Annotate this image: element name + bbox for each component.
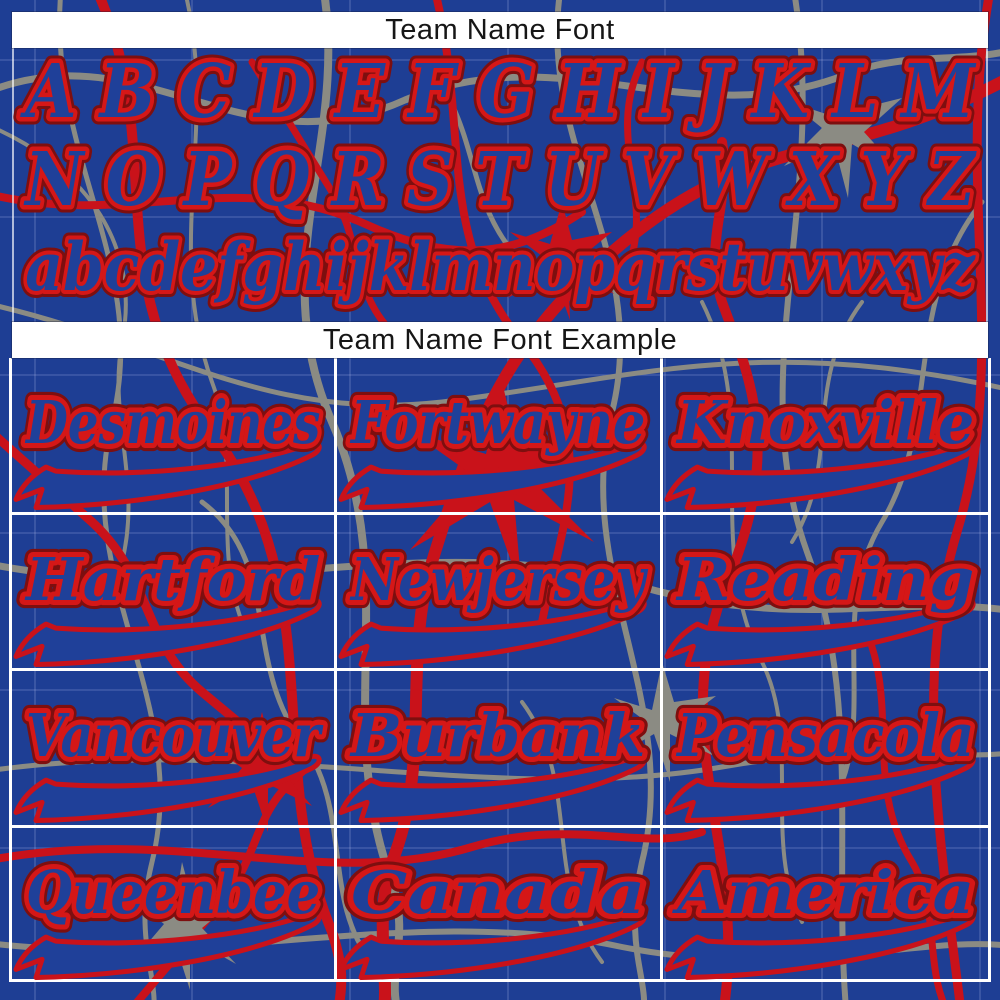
- swoosh-tail: [664, 753, 976, 824]
- team-name-outline: Knoxville: [675, 388, 974, 457]
- swoosh-tail: [338, 597, 648, 667]
- alphabet-row-1-text: A B C D E F G H I J K L M: [20, 47, 977, 134]
- team-name-text: Desmoines: [24, 388, 320, 457]
- team-name-swatch-vancouver: Vancouver Vancouver: [12, 671, 338, 828]
- team-name-swatch-newjersey: Newjersey Newjersey: [337, 514, 663, 672]
- team-name-swatch-burbank: Burbank Burbank: [337, 671, 663, 828]
- alphabet-row-lowercase: abcdefghijklmnopqrstuvwxyz abcdefghijklm…: [18, 220, 984, 312]
- alphabet-row-2-outline: N O P Q R S T U V W X Y Z: [24, 136, 977, 223]
- swoosh-tail: [338, 440, 648, 511]
- alphabet-panel: A B C D E F G H I J K L M A B C D E F G …: [12, 40, 988, 322]
- team-name-text: Reading: [675, 544, 974, 613]
- team-name-swatch-desmoines: Desmoines Desmoines: [12, 358, 338, 515]
- team-name-text: Newjersey: [350, 544, 650, 613]
- team-name-outline: Reading: [675, 544, 974, 613]
- team-name-outline: Vancouver: [26, 701, 324, 770]
- team-name-outline: Fortwayne: [350, 388, 646, 457]
- team-name-font-header-bar: Team Name Font: [12, 12, 988, 48]
- team-name-text: Pensacola: [675, 701, 974, 770]
- team-name-outline: Queenbee: [26, 857, 320, 926]
- swoosh-tail: [338, 910, 648, 980]
- team-name-text: America: [671, 858, 974, 927]
- team-name-outline: Desmoines: [24, 388, 320, 457]
- team-name-swatch-queenbee: Queenbee Queenbee: [12, 827, 338, 982]
- team-name-outline: Pensacola: [675, 701, 974, 770]
- alphabet-row-1-outline: A B C D E F G H I J K L M: [20, 47, 977, 134]
- team-name-outline: Canada: [351, 857, 645, 926]
- team-name-outline: Newjersey: [350, 544, 650, 613]
- swoosh-tail: [13, 910, 322, 980]
- swoosh-tail: [664, 597, 976, 667]
- team-name-text: Knoxville: [675, 388, 974, 457]
- swoosh-tail: [13, 753, 322, 824]
- swoosh-tail: [664, 910, 976, 980]
- example-title: Team Name Font Example: [322, 323, 678, 356]
- team-name-swatch-knoxville: Knoxville Knoxville: [662, 358, 988, 515]
- alphabet-row-uppercase-1: A B C D E F G H I J K L M A B C D E F G …: [12, 40, 984, 142]
- alphabet-row-2-text: N O P Q R S T U V W X Y Z: [24, 136, 977, 223]
- team-name-outline: Burbank: [349, 701, 645, 770]
- swoosh-tail: [664, 440, 976, 511]
- team-name-text: Canada: [351, 857, 645, 926]
- swoosh-tail: [13, 597, 322, 667]
- team-name-swatch-america: America America: [663, 828, 988, 982]
- swoosh-tail: [13, 440, 322, 511]
- team-name-font-title: Team Name Font: [385, 13, 615, 46]
- team-name-swatch-canada: Canada Canada: [337, 827, 663, 982]
- team-name-text: Burbank: [349, 701, 645, 770]
- example-grid: Desmoines Desmoines Fortwayne Fortwayne …: [9, 358, 991, 982]
- team-name-text: Queenbee: [26, 857, 320, 926]
- team-name-text: Fortwayne: [350, 388, 646, 457]
- team-name-outline: America: [671, 858, 974, 927]
- alphabet-row-3-outline: abcdefghijklmnopqrstuvwxyz: [25, 227, 976, 305]
- team-name-swatch-pensacola: Pensacola Pensacola: [662, 671, 988, 828]
- team-name-swatch-fortwayne: Fortwayne Fortwayne: [337, 358, 663, 515]
- team-name-outline: Hartford: [24, 544, 320, 613]
- example-header-bar: Team Name Font Example: [12, 322, 988, 358]
- alphabet-row-3-text: abcdefghijklmnopqrstuvwxyz: [25, 227, 976, 305]
- team-name-text: Vancouver: [26, 701, 324, 770]
- team-name-text: Hartford: [24, 544, 320, 613]
- team-name-swatch-reading: Reading Reading: [662, 515, 988, 672]
- swoosh-tail: [338, 753, 648, 824]
- alphabet-row-uppercase-2: N O P Q R S T U V W X Y Z N O P Q R S T …: [16, 128, 984, 230]
- team-name-swatch-hartford: Hartford Hartford: [12, 514, 338, 672]
